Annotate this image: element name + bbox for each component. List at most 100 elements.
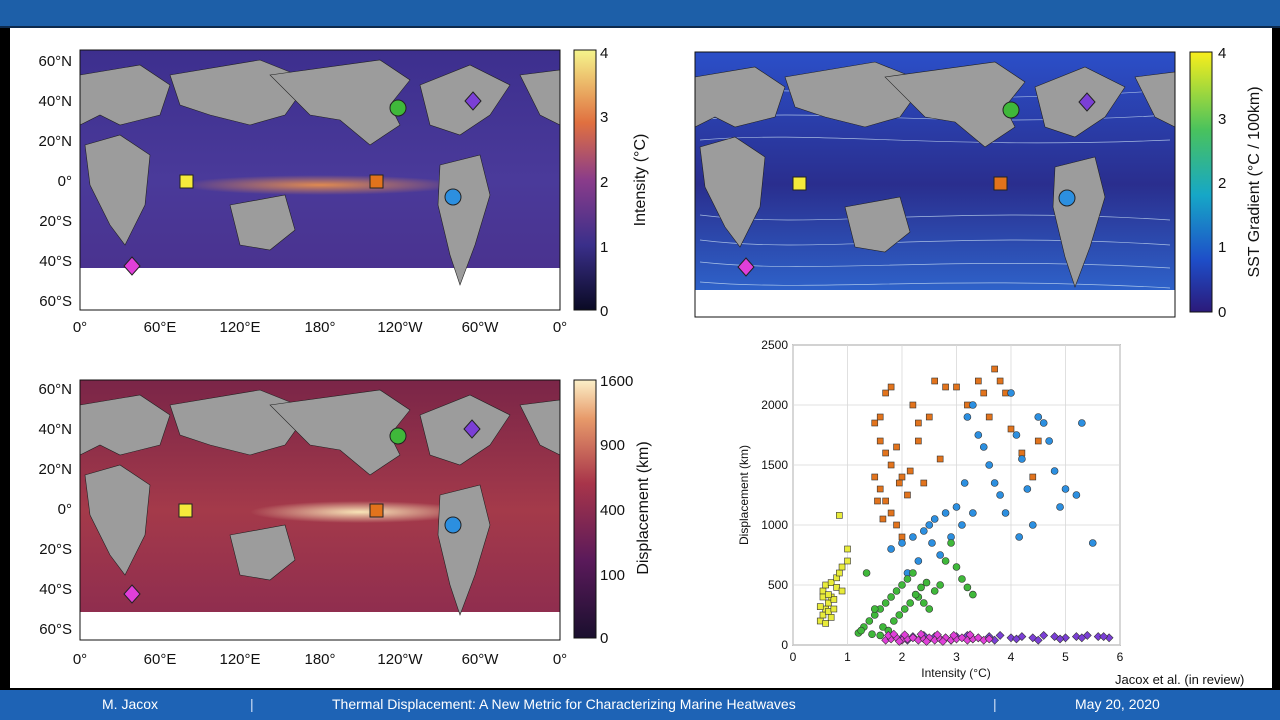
- scatter-point: [909, 569, 917, 577]
- scatter-point: [898, 581, 906, 589]
- scatter-point: [1039, 419, 1048, 427]
- gradient-colorbar: [1189, 51, 1213, 313]
- gradient-colorbar-label: SST Gradient (°C / 100km): [1246, 86, 1263, 277]
- top-title-bar: [0, 0, 1280, 28]
- scatter-point: [893, 443, 900, 451]
- intensity-lat-labels: 60°N 40°N 20°N 0° 20°S 40°S 60°S: [38, 53, 72, 310]
- scatter-point: [936, 551, 944, 559]
- scatter-point: [1072, 491, 1081, 499]
- citation-text: Jacox et al. (in review): [1115, 672, 1245, 687]
- scatter-point: [895, 479, 903, 487]
- intensity-colorbar-ticks: 4 3 2 1 0: [600, 45, 608, 320]
- orange-square-marker: [993, 176, 1008, 191]
- scatter-point: [930, 515, 939, 523]
- green-circle-marker: [389, 99, 407, 117]
- scatter-point: [1045, 437, 1053, 445]
- footer-title: Thermal Displacement: A New Metric for C…: [332, 696, 796, 712]
- svg-text:60°N: 60°N: [38, 53, 72, 70]
- scatter-point: [819, 587, 827, 595]
- scatter-point: [887, 593, 895, 601]
- scatter-point: [922, 636, 931, 646]
- scatter-point: [874, 497, 881, 505]
- svg-text:3: 3: [1218, 111, 1226, 128]
- svg-text:400: 400: [600, 502, 625, 519]
- purple-diamond-marker: [1078, 92, 1096, 112]
- scatter-x-ticks: 0 1 2 3 4 5 6: [790, 650, 1124, 664]
- svg-text:60°S: 60°S: [39, 621, 72, 638]
- scatter-point: [906, 467, 914, 475]
- scatter-point: [1018, 455, 1026, 463]
- scatter-point: [887, 545, 895, 553]
- scatter-point: [825, 591, 832, 598]
- orange-square-marker: [369, 174, 384, 189]
- scatter-point: [925, 413, 933, 421]
- svg-text:3: 3: [600, 109, 608, 126]
- svg-text:40°S: 40°S: [39, 581, 72, 598]
- scatter-point: [1055, 634, 1065, 644]
- scatter-point: [1012, 634, 1021, 644]
- svg-text:60°W: 60°W: [462, 651, 500, 668]
- svg-text:900: 900: [600, 437, 625, 454]
- scatter-point: [887, 461, 895, 469]
- displacement-map: 60°N 40°N 20°N 0° 20°S 40°S 60°S 0° 60°E…: [38, 373, 652, 668]
- scatter-point: [991, 365, 998, 373]
- scatter-point: [870, 605, 879, 613]
- svg-text:0: 0: [600, 630, 608, 647]
- scatter-point: [1012, 431, 1021, 439]
- scatter-point: [925, 605, 934, 613]
- scatter-point: [1015, 533, 1023, 541]
- scatter-point: [925, 521, 934, 529]
- svg-text:100: 100: [600, 567, 625, 584]
- scatter-point: [985, 461, 994, 469]
- scatter-point: [816, 617, 824, 625]
- scatter-point: [838, 563, 846, 571]
- scatter-point: [1029, 473, 1037, 481]
- scatter-point: [830, 605, 838, 613]
- scatter-point: [984, 634, 994, 644]
- scatter-point: [900, 630, 910, 640]
- scatter-point: [836, 569, 843, 577]
- scatter-point: [952, 563, 961, 571]
- scatter-point: [844, 545, 851, 553]
- scatter-point: [914, 557, 923, 565]
- scatter-point: [876, 485, 884, 493]
- scatter-point: [833, 584, 840, 591]
- x-tick-label: 2: [899, 650, 906, 664]
- scatter-point: [919, 527, 928, 535]
- scatter-point: [1078, 419, 1086, 427]
- svg-text:20°N: 20°N: [38, 461, 72, 478]
- footer-author: M. Jacox: [102, 696, 159, 712]
- scatter-point: [890, 617, 898, 625]
- scatter-point: [1039, 630, 1049, 640]
- scatter-point: [1033, 635, 1043, 645]
- scatter-point: [1007, 425, 1015, 433]
- scatter-point: [825, 608, 832, 615]
- scatter-point: [930, 587, 939, 595]
- scatter-point: [969, 590, 977, 599]
- scatter-point: [915, 419, 922, 427]
- magenta-diamond-marker: [123, 256, 141, 276]
- displacement-colorbar-ticks: 1600 900 400 100 0: [600, 373, 633, 647]
- scatter-grid: [792, 344, 1121, 646]
- displacement-lat-labels: 60°N 40°N 20°N 0° 20°S 40°S 60°S: [38, 381, 72, 638]
- yellow-square-marker: [178, 503, 193, 518]
- svg-text:60°E: 60°E: [144, 319, 177, 336]
- scatter-point: [900, 605, 909, 613]
- scatter-point: [1050, 467, 1059, 475]
- scatter-point: [898, 539, 906, 547]
- scatter-y-ticks: 0 500 1000 1500 2000 2500: [761, 338, 788, 652]
- scatter-point: [871, 473, 879, 481]
- svg-text:40°N: 40°N: [38, 421, 72, 438]
- svg-text:20°S: 20°S: [39, 541, 72, 558]
- svg-text:20°N: 20°N: [38, 133, 72, 150]
- svg-text:120°E: 120°E: [219, 651, 260, 668]
- scatter-point: [822, 620, 830, 627]
- y-tick-label: 500: [768, 578, 788, 592]
- scatter-point: [887, 509, 895, 517]
- svg-text:120°E: 120°E: [219, 319, 260, 336]
- scatter-point: [894, 636, 904, 646]
- scatter-point: [1007, 389, 1015, 397]
- y-tick-label: 1000: [761, 518, 788, 532]
- scatter-point: [909, 401, 917, 409]
